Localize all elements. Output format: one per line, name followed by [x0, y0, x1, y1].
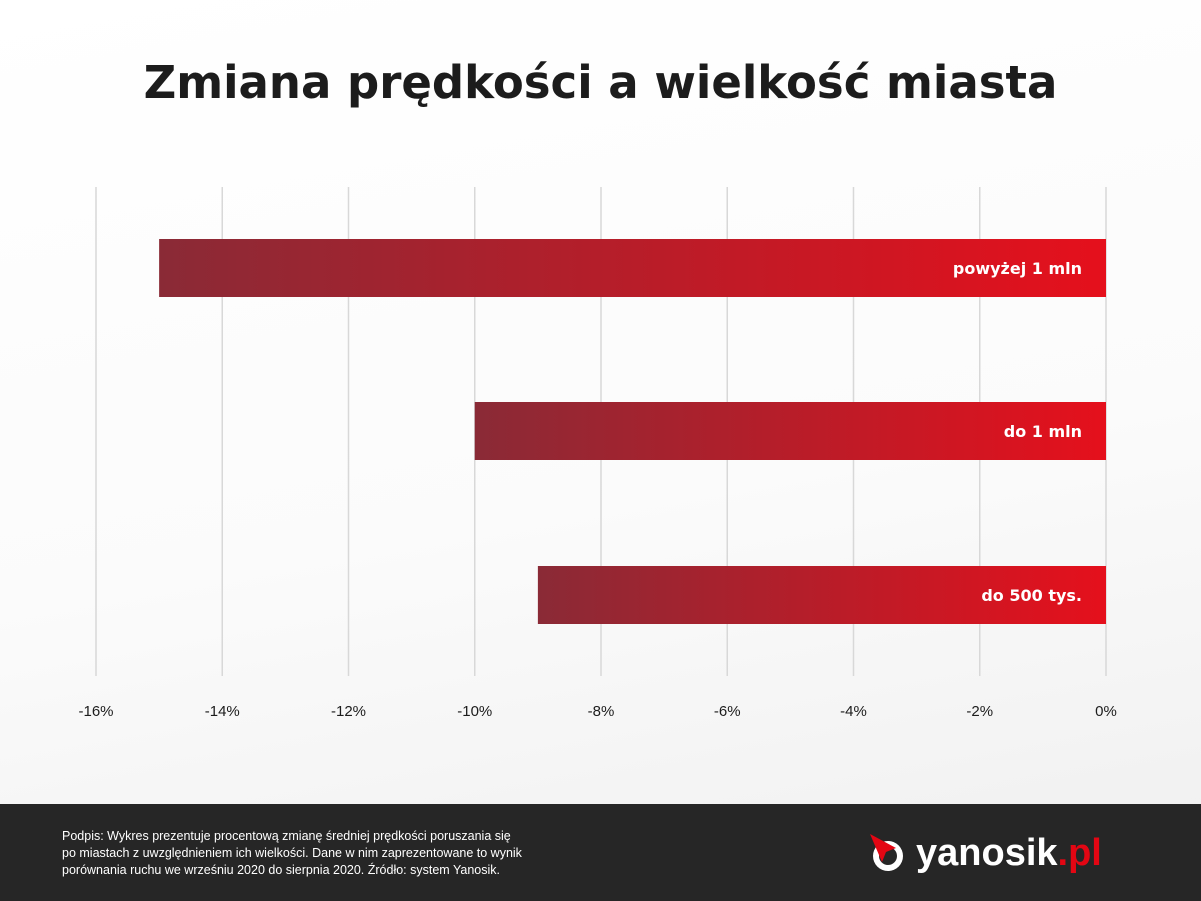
bar: [474, 402, 1106, 460]
logo-suffix: .pl: [1057, 832, 1102, 874]
x-tick-label: -4%: [840, 703, 867, 720]
bar: [159, 239, 1106, 297]
logo-name: yanosik: [916, 832, 1058, 874]
x-tick-label: -10%: [457, 703, 492, 720]
bar-category-label: do 500 tys.: [981, 586, 1082, 605]
bar-category-label: do 1 mln: [1004, 422, 1082, 441]
x-tick-label: -14%: [205, 703, 240, 720]
logo-text: yanosik.pl: [916, 834, 1102, 872]
x-tick-label: -6%: [714, 703, 741, 720]
yanosik-logo: yanosik.pl: [868, 828, 1102, 878]
chart-title: Zmiana prędkości a wielkość miasta: [143, 56, 1058, 109]
bar-category-label: powyżej 1 mln: [953, 259, 1082, 278]
x-axis-ticks: -16% -14% -12% -10% -8% -6% -4% -2% 0%: [78, 703, 1116, 720]
footer-caption: Podpis: Wykres prezentuje procentową zmi…: [62, 829, 522, 877]
bar-chart: powyżej 1 mln do 1 mln do 500 tys. -16% -14…: [78, 187, 1117, 720]
yanosik-arrow-icon: [870, 834, 903, 871]
x-tick-label: -2%: [966, 703, 993, 720]
footer: Podpis: Wykres prezentuje procentową zmi…: [0, 804, 1201, 901]
x-tick-label: -12%: [331, 703, 366, 720]
x-tick-label: -16%: [78, 703, 113, 720]
x-tick-label: 0%: [1095, 703, 1117, 720]
x-tick-label: -8%: [588, 703, 615, 720]
bars: powyżej 1 mln do 1 mln do 500 tys.: [159, 239, 1106, 624]
bar: [537, 566, 1106, 624]
